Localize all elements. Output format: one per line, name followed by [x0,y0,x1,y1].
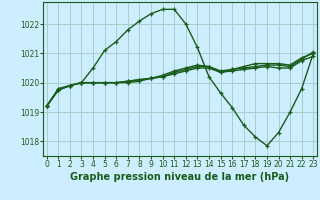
X-axis label: Graphe pression niveau de la mer (hPa): Graphe pression niveau de la mer (hPa) [70,172,290,182]
